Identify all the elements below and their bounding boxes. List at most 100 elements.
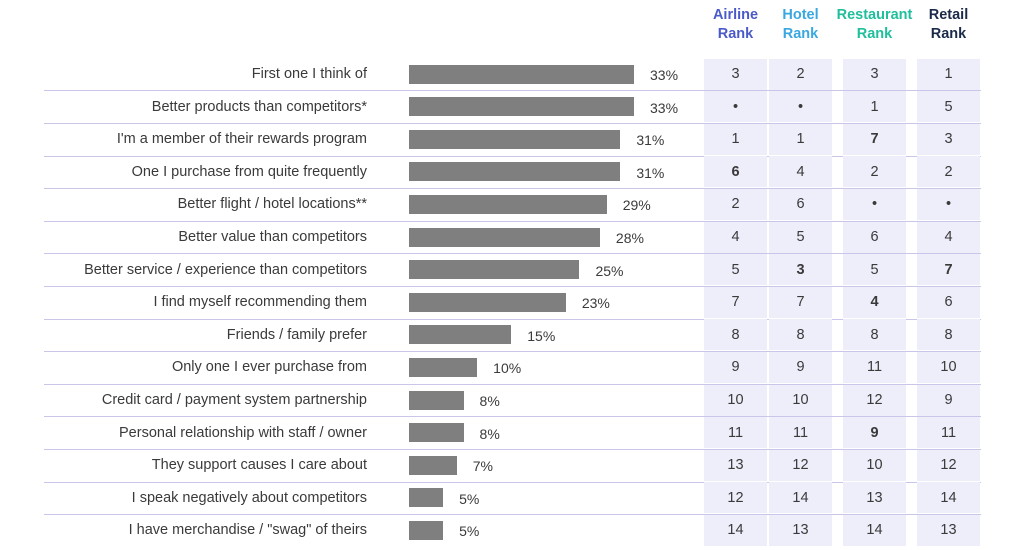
rank-value: • (797, 98, 804, 115)
rank-cell-background (917, 286, 980, 318)
rank-header-line2: Rank (856, 26, 893, 42)
row-divider (44, 122, 981, 124)
row-divider (44, 220, 981, 222)
rank-value: 3 (796, 261, 805, 278)
bar-value-label: 5% (459, 490, 480, 507)
category-label: I'm a member of their rewards program (116, 131, 367, 148)
rank-value: 6 (731, 163, 740, 180)
rank-value: 4 (870, 294, 879, 311)
rank-cell-background (704, 286, 767, 318)
category-label: I have merchandise / "swag" of theirs (128, 522, 367, 539)
category-label: Better flight / hotel locations** (177, 196, 367, 213)
rank-value: 12 (792, 457, 809, 474)
rank-cell-background (917, 221, 980, 253)
rank-value: 10 (940, 359, 957, 376)
rank-value: 11 (792, 424, 809, 441)
rank-value: 11 (866, 359, 883, 376)
category-label: They support causes I care about (151, 457, 367, 474)
rank-value: 7 (731, 294, 740, 311)
rank-cell-background (917, 91, 980, 123)
rank-value: 5 (731, 261, 740, 278)
rank-value: 4 (944, 229, 953, 245)
bar-value-label: 8% (479, 393, 500, 409)
rank-value: 4 (796, 163, 805, 180)
bar (409, 520, 444, 540)
rank-cell-background (769, 221, 832, 253)
bar-value-label: 7% (472, 458, 493, 475)
rank-column-header: Airline Rank (686, 6, 786, 44)
bar-value-label: 25% (595, 262, 624, 279)
rank-value: 4 (731, 229, 740, 245)
bar (409, 488, 444, 508)
rank-value: • (945, 196, 952, 213)
rank-cell-background (917, 351, 980, 383)
rank-value: 5 (870, 261, 879, 278)
row-divider (44, 188, 981, 190)
rank-value: 12 (940, 457, 957, 474)
rank-cell-background (769, 514, 832, 546)
rank-cell-background (917, 254, 980, 286)
rank-value: 8 (944, 326, 953, 343)
bar (409, 455, 457, 475)
rank-cell-background (704, 58, 767, 90)
rank-cell-background (917, 417, 980, 449)
rank-value: 14 (792, 489, 809, 506)
rank-value: 10 (866, 457, 883, 474)
rank-cell-background (843, 58, 906, 90)
row-divider (44, 90, 981, 92)
rank-value: 10 (792, 392, 809, 408)
rank-cell-background (769, 417, 832, 449)
rank-cell-background (704, 188, 767, 220)
rank-value: 2 (944, 163, 953, 180)
row-divider (44, 383, 981, 385)
rank-value: 12 (866, 392, 883, 408)
rank-cell-background (843, 449, 906, 481)
rank-cell-background (917, 482, 980, 514)
rank-value: 8 (870, 326, 879, 343)
rank-cell-background (704, 351, 767, 383)
bar (409, 129, 621, 149)
rank-cell-background (704, 91, 767, 123)
rank-header-line2: Rank (930, 26, 967, 42)
rank-value: 13 (866, 489, 883, 506)
rank-cell-background (843, 188, 906, 220)
rank-cell-background (917, 123, 980, 155)
rank-cell-background (917, 58, 980, 90)
rank-value: 8 (731, 326, 740, 343)
rank-cell-background (704, 384, 767, 416)
rank-cell-background (843, 286, 906, 318)
rank-value: 1 (870, 98, 879, 115)
rank-cell-background (843, 384, 906, 416)
rank-value: 1 (796, 131, 805, 148)
rank-value: 2 (796, 66, 805, 82)
bar-value-label: 5% (459, 523, 480, 540)
category-label: I speak negatively about competitors (131, 489, 367, 506)
rank-value: 10 (727, 392, 744, 408)
category-label: Better value than competitors (178, 229, 367, 245)
rank-cell-background (917, 188, 980, 220)
row-divider (44, 448, 981, 450)
bar-value-label: 31% (636, 164, 665, 181)
category-label: Credit card / payment system partnership (101, 392, 367, 408)
bar (409, 260, 580, 280)
rank-value: 6 (796, 196, 805, 213)
bar-value-label: 10% (493, 360, 522, 377)
rank-value: 9 (870, 424, 879, 441)
rank-cell-background (843, 123, 906, 155)
row-divider (44, 514, 981, 516)
category-label: One I purchase from quite frequently (131, 163, 367, 180)
rank-value: 9 (944, 392, 953, 408)
rank-value: 14 (940, 489, 957, 506)
bar-value-label: 31% (636, 132, 665, 149)
rank-cell-background (769, 482, 832, 514)
bar-value-label: 33% (650, 67, 679, 83)
rank-cell-background (704, 254, 767, 286)
rank-column-header: Hotel Rank (751, 6, 851, 44)
bar-value-label: 29% (622, 197, 651, 214)
bar (409, 390, 464, 410)
rank-cell-background (769, 384, 832, 416)
rank-cell-background (917, 156, 980, 188)
rank-value: 11 (727, 424, 744, 441)
rank-value: 7 (796, 294, 805, 311)
